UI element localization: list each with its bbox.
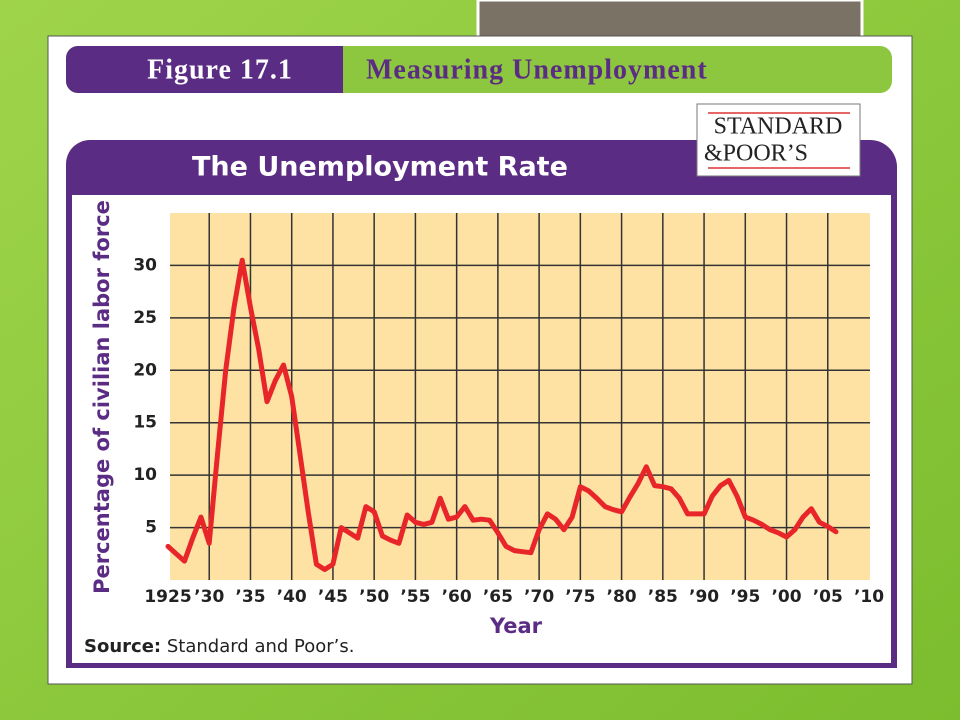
- x-tick-label: ’90: [689, 587, 719, 607]
- y-tick-label: 25: [133, 308, 157, 328]
- source-label: Source:: [84, 636, 161, 657]
- x-tick-label: ’35: [235, 587, 265, 607]
- y-axis-label: Percentage of civilian labor force: [90, 200, 114, 594]
- x-tick-label: ’40: [277, 587, 307, 607]
- x-tick-label: ’30: [194, 587, 224, 607]
- y-tick-label: 15: [133, 413, 157, 433]
- x-tick-label: ’55: [400, 587, 430, 607]
- header-figure-box: [66, 46, 343, 93]
- x-tick-label: ’95: [730, 587, 760, 607]
- figure-heading: Measuring Unemployment: [366, 54, 708, 85]
- x-tick-label: ’05: [813, 587, 843, 607]
- source-text: Standard and Poor’s.: [167, 636, 355, 657]
- x-tick-label: ’00: [771, 587, 801, 607]
- logo-line: &POOR’S: [704, 141, 808, 167]
- y-tick-label: 10: [133, 465, 157, 485]
- x-tick-label: ’65: [483, 587, 513, 607]
- slide-tab: [476, 0, 864, 44]
- y-tick-label: 5: [145, 518, 157, 538]
- logo-line: STANDARD: [714, 114, 843, 140]
- data-line: [165, 257, 839, 572]
- logo-box: [696, 103, 861, 177]
- x-tick-label: ’85: [648, 587, 678, 607]
- x-tick-label: ’60: [442, 587, 472, 607]
- y-tick-label: 20: [133, 360, 157, 380]
- chart-title: The Unemployment Rate: [192, 152, 568, 183]
- x-tick-label: ’70: [524, 587, 554, 607]
- x-tick-label: ’80: [607, 587, 637, 607]
- x-axis-label: Year: [489, 614, 543, 638]
- x-tick-label: ’75: [565, 587, 595, 607]
- x-tick-label: ’45: [318, 587, 348, 607]
- x-tick-label: ’50: [359, 587, 389, 607]
- x-tick-label: 1925: [144, 587, 191, 607]
- source: Source: Standard and Poor’s.: [84, 636, 355, 657]
- figure-label: Figure 17.1: [147, 54, 293, 85]
- y-tick-label: 30: [133, 255, 157, 275]
- x-tick-label: ’10: [854, 587, 884, 607]
